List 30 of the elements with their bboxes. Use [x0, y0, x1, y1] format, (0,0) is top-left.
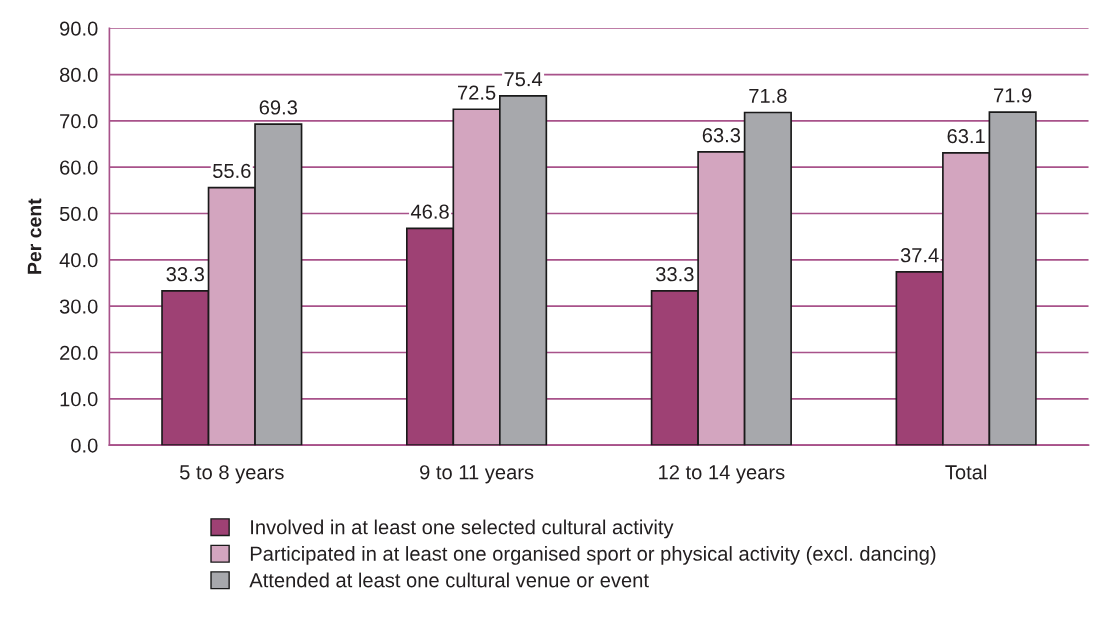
data-label: 63.1 — [947, 129, 985, 144]
x-tick-label: 9 to 11 years — [420, 465, 534, 484]
x-tick-label: Total — [945, 464, 987, 480]
x-tick-label: 5 to 8 years — [179, 465, 284, 484]
y-tick-label: 0.0 — [71, 438, 98, 453]
data-label: 71.8 — [749, 88, 787, 103]
data-label: 37.4 — [900, 248, 939, 263]
legend-label: Involved in at least one selected cultural activity — [251, 519, 674, 539]
y-tick-label: 30.0 — [59, 299, 98, 314]
y-axis-title: Per cent — [27, 198, 42, 274]
data-label: 71.9 — [994, 88, 1032, 103]
y-tick-label: 40.0 — [59, 253, 98, 268]
data-label: 63.3 — [702, 128, 741, 143]
y-tick-label: 20.0 — [60, 345, 98, 361]
legend-label: Attended at least one cultural venue or event — [249, 572, 649, 588]
y-tick-label: 50.0 — [59, 206, 98, 222]
data-label: 69.3 — [259, 100, 298, 115]
data-label: 46.8 — [410, 204, 449, 219]
y-tick-label: 80.0 — [59, 67, 98, 83]
data-label: 55.6 — [213, 163, 251, 179]
legend-label: Participated in at least one organised sport or physical activity (excl. dancing) — [250, 546, 936, 565]
data-label: 72.5 — [458, 85, 496, 100]
y-tick-label: 90.0 — [60, 21, 98, 36]
x-tick-label: 12 to 14 years — [659, 465, 785, 484]
y-tick-label: 60.0 — [60, 160, 98, 175]
y-tick-label: 70.0 — [60, 114, 98, 129]
data-label: 75.4 — [504, 72, 543, 87]
data-label: 33.3 — [656, 267, 694, 282]
data-label: 33.3 — [166, 267, 204, 282]
y-tick-label: 10.0 — [60, 392, 98, 407]
